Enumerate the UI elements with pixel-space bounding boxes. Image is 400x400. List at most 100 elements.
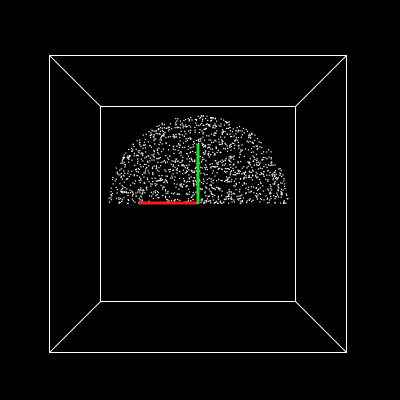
point: [153, 150, 155, 152]
point: [248, 170, 250, 172]
point: [138, 152, 140, 154]
point: [162, 135, 164, 137]
point: [281, 182, 283, 184]
point: [284, 187, 286, 190]
point: [184, 130, 186, 133]
point: [207, 195, 209, 198]
point: [205, 160, 207, 162]
point: [175, 158, 177, 160]
point: [119, 183, 121, 185]
point: [187, 180, 189, 182]
point: [261, 146, 263, 149]
point: [226, 127, 228, 129]
point: [209, 184, 211, 186]
point: [120, 162, 122, 164]
point: [206, 166, 208, 168]
point: [121, 199, 124, 201]
point: [137, 191, 139, 193]
point: [193, 185, 195, 187]
point: [270, 158, 272, 160]
point: [270, 197, 272, 200]
point: [149, 157, 151, 159]
point: [156, 183, 158, 185]
point: [152, 155, 154, 157]
point: [245, 183, 247, 185]
point: [276, 192, 278, 194]
point: [121, 159, 123, 161]
point: [226, 122, 228, 124]
point: [193, 170, 195, 172]
point: [173, 152, 175, 154]
point: [147, 161, 149, 163]
point: [191, 170, 193, 172]
point: [232, 174, 234, 176]
point: [195, 122, 197, 124]
point: [263, 171, 265, 173]
point: [241, 130, 243, 132]
point: [223, 198, 225, 201]
point: [251, 179, 253, 181]
point: [212, 199, 214, 201]
point: [209, 190, 211, 192]
point: [193, 141, 195, 143]
point: [239, 170, 241, 172]
point: [177, 118, 179, 120]
point: [231, 142, 233, 144]
point: [210, 167, 212, 169]
point: [184, 146, 186, 148]
point: [264, 157, 266, 159]
point: [210, 154, 212, 156]
point: [128, 161, 130, 163]
point: [148, 195, 151, 197]
point: [158, 180, 160, 182]
point: [214, 201, 216, 204]
point: [210, 202, 212, 204]
point: [151, 166, 154, 168]
point: [160, 177, 162, 179]
point: [139, 192, 141, 194]
point: [171, 128, 173, 130]
point: [163, 133, 165, 135]
point: [265, 178, 267, 180]
point: [150, 183, 152, 185]
point: [238, 172, 240, 174]
point: [126, 178, 128, 180]
point: [139, 182, 141, 184]
point: [165, 137, 167, 139]
point: [145, 156, 147, 158]
point: [123, 181, 125, 183]
point: [164, 197, 167, 199]
point: [225, 199, 227, 201]
point: [246, 200, 248, 202]
point: [187, 145, 190, 147]
point: [120, 172, 122, 174]
point: [224, 167, 226, 170]
point: [168, 130, 170, 132]
point: [139, 164, 141, 166]
point: [118, 198, 120, 200]
point: [179, 127, 181, 129]
point: [115, 178, 117, 180]
point: [135, 195, 137, 197]
point: [184, 167, 186, 169]
point: [245, 193, 247, 195]
point: [145, 133, 147, 135]
point: [201, 120, 204, 122]
point: [167, 126, 169, 128]
point: [190, 196, 192, 198]
point: [251, 133, 253, 136]
point: [187, 137, 189, 140]
point: [201, 142, 203, 144]
point: [130, 174, 132, 176]
point: [111, 195, 113, 197]
point: [229, 156, 231, 158]
point: [221, 143, 223, 145]
point: [225, 171, 227, 173]
point: [173, 145, 175, 147]
point: [150, 134, 152, 136]
point: [177, 198, 179, 201]
point: [155, 185, 157, 187]
point: [258, 141, 260, 143]
